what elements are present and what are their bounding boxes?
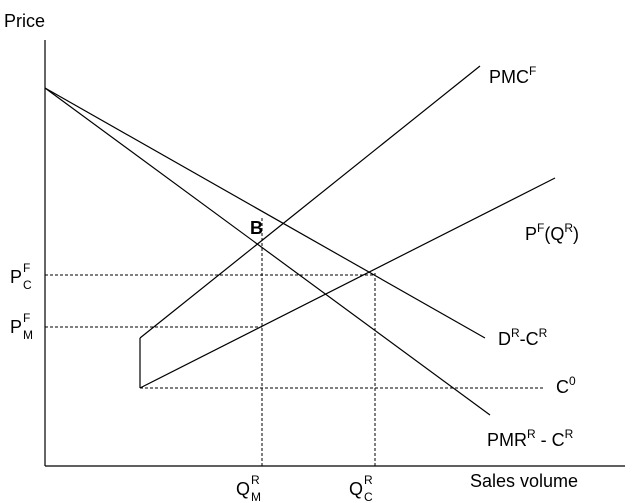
- label-part: R: [539, 326, 548, 340]
- pmc-label: PMCF: [489, 64, 536, 87]
- qc-sup: R: [364, 473, 373, 487]
- pmr-line: [44, 87, 491, 416]
- label-part: ): [573, 224, 579, 244]
- x-axis-label: Sales volume: [470, 471, 578, 491]
- curves: [44, 65, 556, 466]
- label-part: R: [564, 221, 573, 235]
- label-part: PMC: [489, 67, 529, 87]
- labels: PMCF PF(QR) DR-CR C0 PMRR - CR B P F C P…: [10, 64, 579, 503]
- point-b: B: [250, 218, 263, 238]
- c0-label: C0: [556, 374, 576, 397]
- pm-sup: F: [23, 311, 30, 325]
- label-part: R: [511, 326, 520, 340]
- pm-base: P: [10, 317, 22, 337]
- label-part: 0: [569, 374, 576, 388]
- qc-base: Q: [349, 479, 363, 499]
- label-part: C: [556, 377, 569, 397]
- label-part: P: [525, 224, 537, 244]
- pf-line: [139, 177, 556, 389]
- qm-sub: M: [251, 490, 261, 503]
- label-part: D: [498, 329, 511, 349]
- qc-sub: C: [364, 490, 373, 503]
- label-part: R: [527, 427, 536, 441]
- pmc-line: [139, 65, 481, 339]
- pf-label: PF(QR): [525, 221, 579, 244]
- demand-line: [44, 87, 486, 339]
- qm-base: Q: [236, 479, 250, 499]
- label-part: (Q: [544, 224, 564, 244]
- y-axis-label: Price: [4, 11, 45, 31]
- label-part: - C: [536, 430, 565, 450]
- label-part: PMR: [487, 430, 527, 450]
- pc-base: P: [10, 267, 22, 287]
- axes: Price Sales volume: [4, 11, 625, 491]
- label-part: F: [537, 221, 544, 235]
- label-part: R: [565, 427, 574, 441]
- demand-label: DR-CR: [498, 326, 548, 349]
- label-part: -C: [520, 329, 539, 349]
- pc-sub: C: [23, 278, 32, 292]
- qm-sup: R: [251, 473, 260, 487]
- pc-sup: F: [23, 261, 30, 275]
- pmr-label: PMRR - CR: [487, 427, 574, 450]
- label-part: F: [529, 64, 536, 78]
- pm-sub: M: [23, 328, 33, 342]
